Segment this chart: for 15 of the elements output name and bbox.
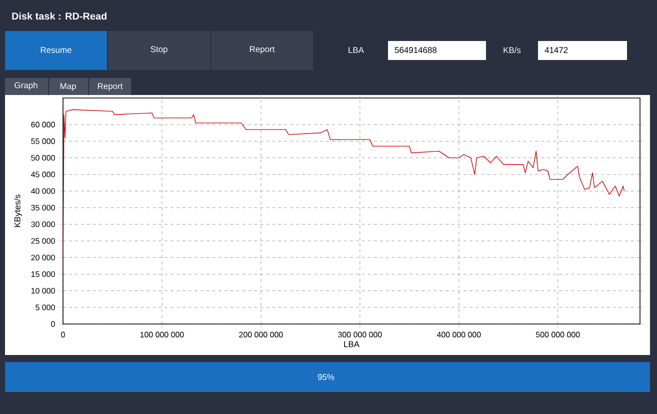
text: Stop: [150, 46, 168, 54]
text: Graph: [14, 82, 38, 90]
text: Report: [250, 46, 275, 54]
text: 95%: [318, 374, 334, 380]
text: LBA: [348, 47, 364, 53]
text: 564914688: [394, 47, 437, 53]
text: Resume: [40, 47, 72, 53]
text: Map: [60, 83, 76, 91]
line-series: [63, 109, 625, 272]
text: KB/s: [504, 46, 521, 54]
chart-title: Disk task : RD-Read: [12, 12, 106, 20]
text: Report: [98, 83, 123, 91]
text: 41472: [544, 47, 568, 53]
x-axis-title: LBA: [344, 341, 360, 348]
y-axis-title: KBytes/s: [14, 194, 22, 228]
